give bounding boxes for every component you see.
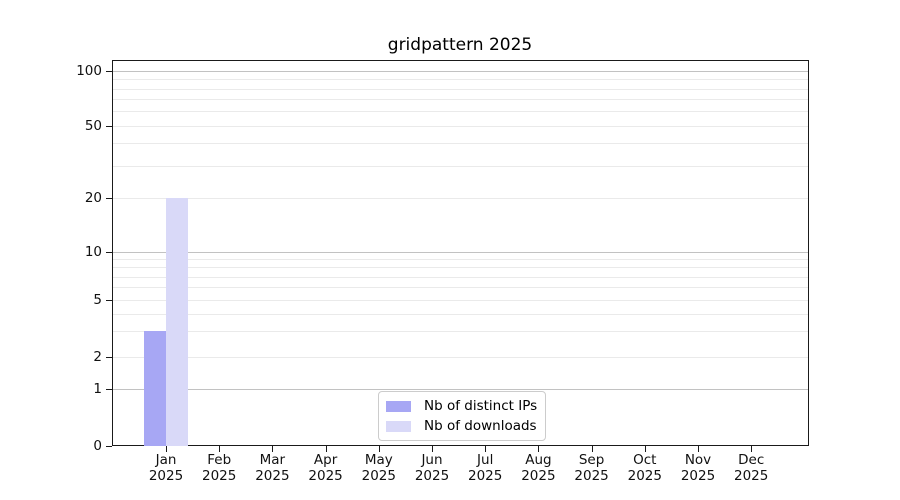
x-tick-year: 2025 — [148, 468, 184, 484]
x-tick-mark-jan — [166, 446, 167, 452]
y-gridline-20 — [113, 198, 808, 200]
y-tick-mark-2 — [106, 356, 112, 358]
x-tick-mark-apr — [325, 446, 327, 452]
x-tick-mark-feb — [219, 446, 221, 452]
x-tick-label-feb: Feb 2025 — [192, 452, 246, 484]
legend-label-distinct-ips: Nb of distinct IPs — [424, 398, 538, 414]
x-tick-label-nov: Nov 2025 — [671, 452, 725, 484]
y-gridline-30 — [113, 166, 808, 168]
plot-area — [112, 60, 809, 446]
legend-row-downloads: Nb of downloads — [386, 418, 537, 434]
y-tick-label-100: 100 — [76, 63, 102, 79]
legend-row-distinct-ips: Nb of distinct IPs — [386, 398, 538, 414]
y-gridline-4 — [113, 313, 808, 315]
y-tick-mark-5 — [106, 300, 112, 301]
x-tick-month: Nov — [684, 452, 712, 468]
x-tick-year: 2025 — [521, 468, 556, 484]
chart-title: gridpattern 2025 — [387, 35, 533, 55]
x-tick-year: 2025 — [468, 468, 503, 484]
y-tick-label-0: 0 — [93, 438, 102, 454]
y-gridline-50 — [113, 125, 808, 127]
y-gridline-60 — [113, 111, 808, 113]
x-tick-month: Jul — [477, 452, 494, 468]
x-tick-label-may: May 2025 — [352, 452, 406, 484]
legend: Nb of distinct IPs Nb of downloads — [378, 391, 546, 441]
x-tick-year: 2025 — [255, 468, 290, 484]
x-tick-label-aug: Aug 2025 — [511, 452, 565, 484]
x-tick-label-sep: Sep 2025 — [565, 452, 619, 484]
legend-swatch-distinct-ips — [386, 400, 411, 412]
bar-jan-downloads — [166, 198, 188, 446]
y-tick-mark-20 — [106, 198, 112, 200]
legend-label-downloads: Nb of downloads — [424, 418, 537, 434]
x-tick-year: 2025 — [680, 468, 716, 484]
y-tick-label-20: 20 — [84, 190, 102, 207]
x-tick-mark-sep — [591, 446, 593, 452]
legend-swatch-downloads — [386, 420, 411, 432]
x-tick-year: 2025 — [734, 468, 769, 484]
x-tick-mark-nov — [698, 446, 699, 452]
x-tick-year: 2025 — [361, 468, 396, 484]
y-gridline-2 — [113, 356, 808, 358]
x-tick-mark-mar — [272, 446, 274, 452]
x-tick-month: May — [364, 452, 393, 468]
x-tick-month: Aug — [525, 452, 552, 468]
y-gridline-70 — [113, 99, 808, 101]
bar-jan-distinct-ips — [144, 331, 166, 446]
y-tick-mark-50 — [106, 125, 112, 127]
y-gridline-3 — [113, 331, 808, 333]
x-tick-year: 2025 — [627, 468, 662, 484]
x-tick-mark-jul — [485, 446, 487, 452]
x-tick-year: 2025 — [574, 468, 609, 484]
y-tick-label-50: 50 — [84, 117, 102, 134]
x-tick-year: 2025 — [202, 468, 237, 484]
x-tick-year: 2025 — [308, 468, 343, 484]
y-tick-label-2: 2 — [93, 348, 102, 365]
x-tick-label-dec: Dec 2025 — [724, 452, 778, 484]
x-tick-label-apr: Apr 2025 — [299, 452, 353, 484]
x-tick-month: Jun — [421, 452, 443, 468]
y-gridline-6 — [113, 287, 808, 289]
y-gridline-9 — [113, 259, 808, 261]
y-tick-label-1: 1 — [93, 381, 102, 398]
x-tick-mark-jun — [432, 446, 433, 452]
y-gridline-90 — [113, 79, 808, 81]
y-tick-mark-10 — [106, 251, 112, 253]
x-tick-month: Mar — [259, 452, 286, 468]
x-tick-label-oct: Oct 2025 — [618, 452, 672, 484]
y-gridline-5 — [113, 300, 808, 301]
y-gridline-7 — [113, 276, 808, 278]
x-tick-month: Apr — [313, 452, 338, 468]
y-tick-mark-100 — [106, 71, 112, 72]
x-tick-label-jan: Jan 2025 — [139, 452, 193, 484]
x-tick-month: Feb — [207, 452, 232, 468]
y-gridline-10 — [113, 251, 808, 253]
x-tick-mark-may — [378, 446, 380, 452]
x-tick-year: 2025 — [414, 468, 450, 484]
x-tick-label-jun: Jun 2025 — [405, 452, 459, 484]
x-tick-month: Jan — [155, 452, 177, 468]
x-tick-month: Sep — [578, 452, 605, 468]
x-tick-mark-oct — [644, 446, 646, 452]
y-gridline-8 — [113, 267, 808, 269]
y-gridline-1 — [113, 389, 808, 391]
y-tick-mark-0 — [106, 446, 112, 447]
x-tick-mark-aug — [538, 446, 540, 452]
y-tick-mark-1 — [106, 389, 112, 391]
x-tick-month: Dec — [738, 452, 765, 468]
x-tick-label-mar: Mar 2025 — [245, 452, 299, 484]
y-gridline-40 — [113, 143, 808, 145]
x-tick-mark-dec — [751, 446, 753, 452]
x-tick-label-jul: Jul 2025 — [458, 452, 512, 484]
x-tick-month: Oct — [633, 452, 657, 468]
y-gridline-80 — [113, 88, 808, 90]
y-tick-label-5: 5 — [93, 292, 102, 308]
y-tick-label-10: 10 — [84, 243, 102, 260]
y-gridline-100 — [113, 71, 808, 72]
